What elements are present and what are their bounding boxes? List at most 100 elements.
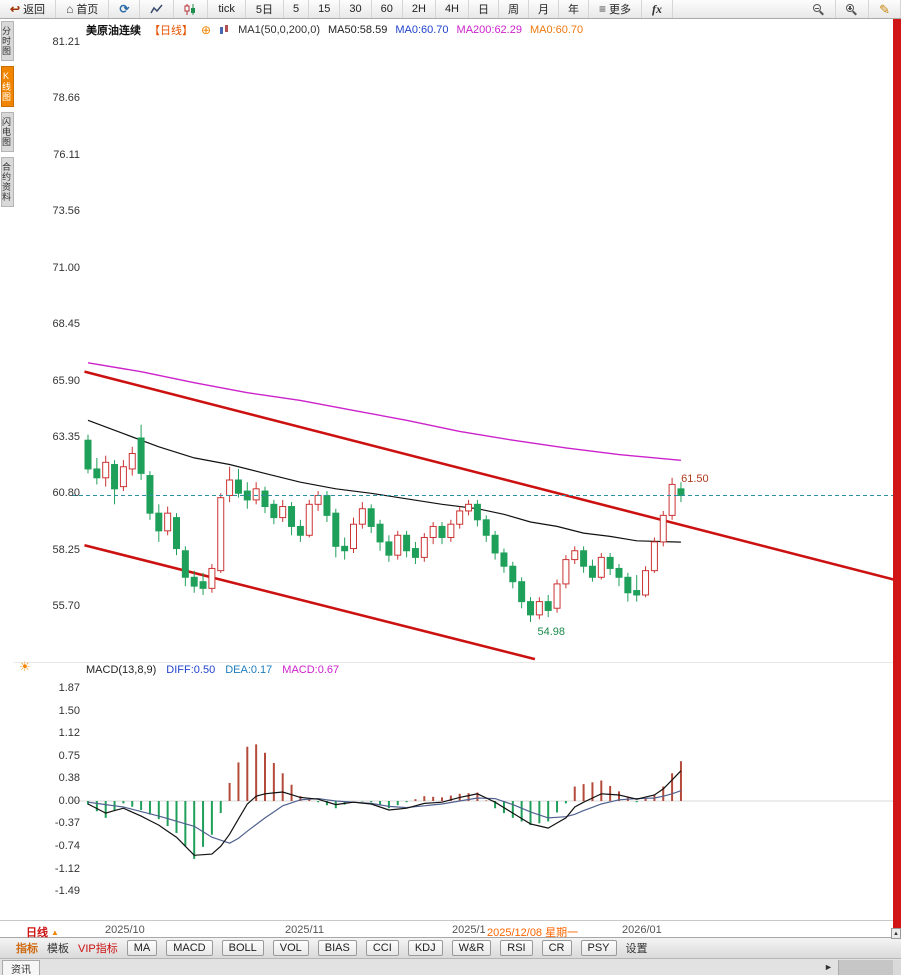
ma50-value: MA50:58.59 bbox=[328, 24, 388, 36]
bottom-tab-指标[interactable]: 指标 bbox=[16, 943, 38, 955]
indicator-button-PSY[interactable]: PSY bbox=[580, 940, 617, 956]
macd-axis-label: -0.37 bbox=[54, 817, 80, 830]
price-axis-label: 65.90 bbox=[52, 374, 80, 387]
bottom-tab-模板[interactable]: 模板 bbox=[47, 943, 69, 955]
tick-label: tick bbox=[218, 3, 235, 15]
indicator-button-CCI[interactable]: CCI bbox=[365, 940, 399, 956]
scroll-right-icon[interactable]: ► bbox=[824, 962, 833, 972]
current-date-label: 2025/12/08 星期一 bbox=[487, 927, 579, 939]
time-axis-label: 2025/11 bbox=[285, 924, 324, 936]
svg-text:61.50: 61.50 bbox=[681, 473, 709, 485]
up-triangle-icon: ▲ bbox=[893, 930, 899, 937]
corner-tab[interactable]: 资讯 bbox=[2, 960, 40, 975]
back-button[interactable]: ↩ 返回 bbox=[0, 0, 57, 18]
macd-axis-label: -1.12 bbox=[54, 862, 80, 875]
period-button-60[interactable]: 60 bbox=[372, 0, 403, 18]
hscroll-track[interactable] bbox=[838, 960, 893, 975]
svg-text:54.98: 54.98 bbox=[538, 626, 566, 638]
ma0-blue-value: MA0:60.70 bbox=[395, 24, 449, 36]
period-button-15[interactable]: 15 bbox=[309, 0, 341, 18]
indicator-button-BOLL[interactable]: BOLL bbox=[221, 940, 264, 956]
price-axis-label: 73.56 bbox=[52, 205, 80, 218]
zoom-in-button[interactable] bbox=[836, 0, 870, 18]
price-chart[interactable]: 61.50 54.98 bbox=[14, 19, 894, 672]
macd-axis-label: -1.49 bbox=[54, 884, 80, 897]
line-chart-icon bbox=[150, 4, 163, 13]
vertical-scrollbar[interactable] bbox=[893, 19, 901, 928]
period-button-4H[interactable]: 4H bbox=[436, 0, 469, 18]
sidebar-item-kline-chart[interactable]: K线图 bbox=[1, 66, 14, 107]
macd-title: MACD(13,8,9) bbox=[86, 664, 157, 676]
chart-type-candle-button[interactable] bbox=[174, 0, 209, 18]
fx-label: fx bbox=[652, 1, 663, 16]
period-button-周[interactable]: 周 bbox=[499, 0, 529, 18]
ma-indicator-icon bbox=[220, 25, 229, 34]
back-arrow-icon: ↩ bbox=[10, 2, 21, 16]
price-axis-label: 76.11 bbox=[53, 148, 80, 161]
price-axis-label: 58.25 bbox=[52, 543, 80, 556]
scroll-up-button[interactable]: ▲ bbox=[891, 928, 901, 939]
menu-icon: ≡ bbox=[599, 2, 607, 16]
draw-tool-button[interactable]: ✎ bbox=[869, 0, 901, 18]
macd-axis-label: -0.74 bbox=[54, 839, 80, 852]
macd-axis-label: 1.87 bbox=[58, 682, 80, 695]
chart-mode-sidebar: 分时图 K线图闪电图合约资料 bbox=[1, 21, 14, 207]
bottom-tab-bar: 指标 模板 VIP指标 MA MACD BOLL VOL BIAS CCI KDJ W&R RSI C… bbox=[0, 937, 901, 958]
formula-button[interactable]: fx bbox=[642, 0, 674, 18]
indicator-button-CR[interactable]: CR bbox=[541, 940, 572, 956]
more-button[interactable]: ≡ 更多 bbox=[589, 0, 643, 18]
ma0-orange-value: MA0:60.70 bbox=[529, 24, 584, 36]
time-axis-label: 2025/10 bbox=[105, 924, 145, 936]
sidebar-item-flash-chart[interactable]: 闪电图 bbox=[1, 112, 14, 152]
bottom-tab-VIP指标[interactable]: VIP指标 bbox=[78, 943, 118, 955]
settings-button[interactable]: 设置 bbox=[625, 943, 648, 955]
period-button-月[interactable]: 月 bbox=[529, 0, 559, 18]
horizontal-scrollbar[interactable]: 资讯 ► bbox=[0, 958, 901, 975]
top-toolbar: ↩ 返回 ⌂ 首页 ⟳ tick 5日 5 15 30 60 2H 4H 日周月年 ≡ 更多… bbox=[0, 0, 901, 19]
up-triangle-icon: ▲ bbox=[51, 927, 59, 937]
period-selector[interactable]: 日线 ▲ bbox=[26, 924, 59, 940]
price-axis-label: 63.35 bbox=[52, 430, 80, 443]
zoom-out-icon bbox=[813, 3, 825, 16]
indicator-button-KDJ[interactable]: KDJ bbox=[407, 940, 443, 956]
macd-axis-label: 0.38 bbox=[58, 772, 80, 785]
indicator-button-RSI[interactable]: RSI bbox=[500, 940, 533, 956]
refresh-icon: ⟳ bbox=[119, 2, 130, 16]
period-button-5[interactable]: 5 bbox=[284, 0, 310, 18]
period-button-年[interactable]: 年 bbox=[559, 0, 589, 18]
period-tick-button[interactable]: tick bbox=[208, 0, 246, 18]
home-button[interactable]: ⌂ 首页 bbox=[56, 0, 110, 18]
indicator-button-MA[interactable]: MA bbox=[126, 940, 158, 956]
ma-setting-label: MA1(50,0,200,0) bbox=[238, 24, 320, 36]
period-button-日[interactable]: 日 bbox=[469, 0, 499, 18]
sun-icon[interactable]: ☀ bbox=[19, 659, 31, 674]
indicator-button-VOL[interactable]: VOL bbox=[272, 940, 309, 956]
plus-circle-icon[interactable]: ⊕ bbox=[201, 23, 212, 37]
macd-axis-label: 1.12 bbox=[58, 727, 80, 740]
macd-axis-label: 0.00 bbox=[58, 795, 80, 807]
zoom-out-button[interactable] bbox=[803, 0, 837, 18]
indicator-button-MACD[interactable]: MACD bbox=[166, 940, 213, 956]
price-axis-label: 78.66 bbox=[52, 92, 80, 105]
macd-chart[interactable] bbox=[14, 682, 894, 920]
price-axis-label: 60.80 bbox=[52, 487, 80, 500]
sidebar-item-contract-info[interactable]: 合约资料 bbox=[1, 157, 14, 207]
scroll-corner bbox=[893, 960, 901, 975]
home-label: 首页 bbox=[76, 4, 99, 16]
5day-label: 5日 bbox=[255, 4, 273, 16]
pane-divider bbox=[14, 662, 893, 663]
macd-dea-value: DEA:0.17 bbox=[225, 664, 273, 676]
ma200-value: MA200:62.29 bbox=[456, 24, 522, 36]
symbol-name: 美原油连续 bbox=[86, 25, 141, 37]
period-button-2H[interactable]: 2H bbox=[403, 0, 436, 18]
period-button-30[interactable]: 30 bbox=[340, 0, 372, 18]
candlestick-icon bbox=[184, 3, 196, 15]
refresh-button[interactable]: ⟳ bbox=[109, 0, 141, 18]
indicator-button-BIAS[interactable]: BIAS bbox=[317, 940, 357, 956]
chart-type-line-button[interactable] bbox=[140, 0, 175, 18]
indicator-button-W&R[interactable]: W&R bbox=[451, 940, 492, 956]
period-5day-button[interactable]: 5日 bbox=[246, 0, 284, 18]
sidebar-item-time-chart[interactable]: 分时图 bbox=[1, 21, 14, 61]
macd-header: MACD(13,8,9) DIFF:0.50 DEA:0.17 MACD:0.6… bbox=[86, 664, 339, 676]
macd-macd-value: MACD:0.67 bbox=[282, 664, 340, 676]
